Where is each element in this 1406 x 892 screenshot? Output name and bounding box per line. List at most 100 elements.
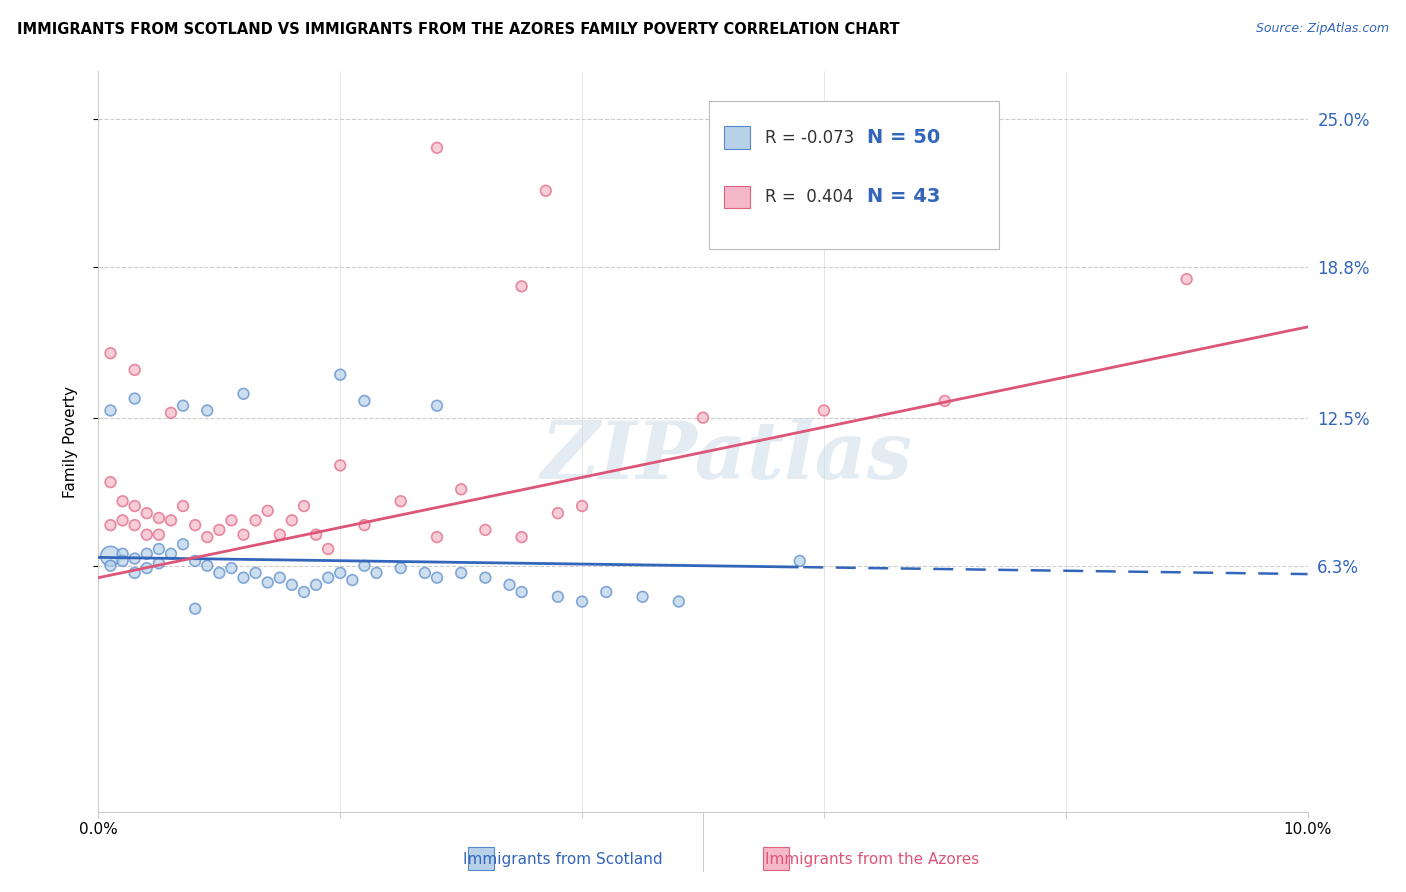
Point	[172, 499, 194, 513]
Point	[692, 410, 714, 425]
Point	[221, 513, 243, 527]
Point	[232, 386, 254, 401]
Point	[124, 551, 146, 566]
Text: ZIPatlas: ZIPatlas	[541, 417, 914, 495]
Point	[474, 571, 496, 585]
Text: Immigrants from Scotland: Immigrants from Scotland	[463, 852, 662, 867]
Point	[148, 511, 170, 525]
Point	[547, 506, 569, 520]
Point	[389, 494, 412, 508]
Point	[124, 499, 146, 513]
Point	[426, 571, 449, 585]
Point	[668, 594, 690, 608]
Point	[316, 571, 339, 585]
Point	[160, 406, 183, 420]
Point	[232, 571, 254, 585]
Point	[195, 403, 218, 417]
Point	[124, 566, 146, 580]
Point	[342, 573, 364, 587]
Y-axis label: Family Poverty: Family Poverty	[63, 385, 77, 498]
Point	[498, 578, 520, 592]
Point	[100, 558, 122, 573]
Point	[111, 494, 134, 508]
Point	[426, 399, 449, 413]
Point	[389, 561, 412, 575]
Point	[148, 527, 170, 541]
Point	[305, 578, 328, 592]
Point	[329, 566, 352, 580]
Point	[100, 549, 122, 564]
Point	[111, 547, 134, 561]
Point	[789, 554, 811, 568]
FancyBboxPatch shape	[724, 127, 751, 149]
Point	[281, 513, 304, 527]
Point	[450, 566, 472, 580]
Point	[135, 506, 157, 520]
Text: R =  0.404: R = 0.404	[765, 188, 853, 206]
Point	[208, 566, 231, 580]
Point	[474, 523, 496, 537]
Point	[100, 518, 122, 533]
Point	[450, 483, 472, 497]
Point	[329, 458, 352, 473]
Point	[148, 541, 170, 556]
Point	[135, 547, 157, 561]
Point	[571, 499, 593, 513]
Point	[124, 392, 146, 406]
Point	[100, 403, 122, 417]
Point	[353, 518, 375, 533]
Point	[353, 558, 375, 573]
Point	[934, 393, 956, 408]
Point	[316, 541, 339, 556]
Point	[172, 537, 194, 551]
Point	[534, 184, 557, 198]
Point	[124, 363, 146, 377]
Point	[281, 578, 304, 592]
Point	[184, 518, 207, 533]
Point	[245, 513, 267, 527]
Point	[135, 527, 157, 541]
Point	[195, 530, 218, 544]
Point	[631, 590, 654, 604]
Point	[329, 368, 352, 382]
Point	[195, 558, 218, 573]
Point	[269, 571, 291, 585]
Point	[813, 403, 835, 417]
Text: R = -0.073: R = -0.073	[765, 128, 853, 146]
Point	[510, 279, 533, 293]
Point	[135, 561, 157, 575]
Point	[595, 585, 617, 599]
Text: N = 50: N = 50	[868, 128, 941, 147]
Point	[366, 566, 388, 580]
Text: Immigrants from the Azores: Immigrants from the Azores	[765, 852, 979, 867]
Point	[256, 504, 278, 518]
Point	[292, 499, 315, 513]
Point	[124, 518, 146, 533]
Point	[1175, 272, 1198, 286]
Point	[256, 575, 278, 590]
Point	[305, 527, 328, 541]
Point	[148, 557, 170, 571]
Point	[100, 346, 122, 360]
Point	[547, 590, 569, 604]
Point	[292, 585, 315, 599]
Point	[100, 475, 122, 490]
FancyBboxPatch shape	[724, 186, 751, 209]
Point	[160, 513, 183, 527]
Text: N = 43: N = 43	[868, 187, 941, 206]
Point	[184, 554, 207, 568]
Point	[269, 527, 291, 541]
Point	[510, 585, 533, 599]
Point	[571, 594, 593, 608]
Text: IMMIGRANTS FROM SCOTLAND VS IMMIGRANTS FROM THE AZORES FAMILY POVERTY CORRELATIO: IMMIGRANTS FROM SCOTLAND VS IMMIGRANTS F…	[17, 22, 900, 37]
Point	[232, 527, 254, 541]
Point	[111, 513, 134, 527]
Point	[510, 530, 533, 544]
Text: Source: ZipAtlas.com: Source: ZipAtlas.com	[1256, 22, 1389, 36]
Point	[221, 561, 243, 575]
Point	[160, 547, 183, 561]
FancyBboxPatch shape	[709, 101, 1000, 249]
Point	[413, 566, 436, 580]
Point	[426, 530, 449, 544]
Point	[172, 399, 194, 413]
